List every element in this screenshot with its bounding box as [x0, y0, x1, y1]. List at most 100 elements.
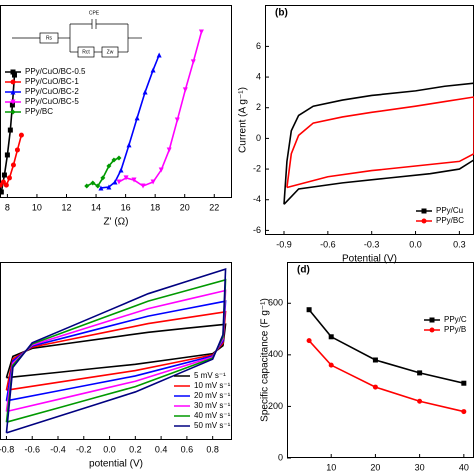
x-axis-title: Potential (V)	[342, 254, 397, 265]
plot-frame	[0, 262, 232, 440]
series-line	[308, 340, 465, 413]
plot-frame	[287, 262, 474, 458]
marker	[7, 127, 13, 133]
y-tick-label: -2	[253, 163, 261, 173]
marker	[118, 167, 124, 173]
y-tick-label: 400	[268, 349, 283, 359]
legend-label: 30 mV s⁻¹	[194, 401, 231, 410]
legend-label: 40 mV s⁻¹	[194, 411, 231, 420]
x-tick-label: 14	[91, 202, 101, 212]
marker	[421, 208, 427, 214]
marker	[131, 177, 137, 183]
series-line	[5, 310, 227, 391]
marker	[174, 117, 180, 123]
x-tick-label: 0.0	[103, 444, 116, 454]
marker	[134, 115, 140, 121]
marker	[3, 182, 9, 188]
marker	[84, 183, 90, 189]
legend: PPy/CuO/BC-0.5PPy/CuO/BC-1PPy/CuO/BC-2PP…	[5, 67, 86, 116]
marker	[10, 162, 16, 168]
legend-label: 10 mV s⁻¹	[194, 381, 231, 390]
marker	[190, 59, 196, 65]
y-tick-label: -4	[253, 194, 261, 204]
x-tick-label: 0.3	[453, 239, 466, 249]
x-tick-label: 8	[5, 202, 10, 212]
panel-label: (d)	[297, 265, 310, 276]
marker	[10, 99, 16, 105]
marker	[142, 89, 148, 95]
marker	[100, 175, 106, 181]
legend-label: PPy/CuO/BC-0.5	[25, 67, 86, 76]
legend-label: PPy/CuO/BC-5	[25, 97, 79, 106]
y-tick-label: -6	[253, 225, 261, 235]
marker	[10, 89, 16, 95]
marker	[306, 338, 312, 344]
marker	[14, 147, 20, 153]
marker	[123, 175, 129, 181]
marker	[421, 218, 427, 224]
marker	[112, 179, 118, 185]
series-line	[5, 278, 227, 423]
plot-area	[306, 307, 467, 415]
inset-label: CPE	[89, 10, 100, 16]
marker	[150, 179, 156, 185]
y-tick-label: 0	[256, 133, 261, 143]
y-tick-label: 6	[256, 41, 261, 51]
x-tick-label: 0.4	[155, 444, 168, 454]
x-tick-label: 22	[209, 202, 219, 212]
marker	[90, 180, 96, 186]
series-line	[308, 309, 465, 384]
marker	[9, 102, 15, 108]
series-line	[5, 289, 227, 413]
marker	[328, 334, 334, 340]
series-line	[100, 54, 160, 189]
legend-label: PPy/B	[444, 325, 466, 334]
marker	[126, 142, 132, 148]
marker	[10, 109, 16, 115]
series-line	[286, 96, 474, 189]
marker	[158, 167, 164, 173]
y-tick-label: 0	[278, 452, 283, 462]
marker	[156, 52, 162, 58]
x-tick-label: -0.9	[276, 239, 292, 249]
marker	[111, 157, 117, 163]
marker	[0, 179, 6, 185]
marker	[182, 87, 188, 93]
marker	[1, 172, 7, 178]
marker	[106, 163, 112, 169]
series-line	[5, 323, 227, 379]
inset-label: Rs	[46, 35, 53, 41]
marker	[166, 147, 172, 153]
marker	[429, 327, 435, 333]
marker	[10, 69, 16, 75]
marker	[372, 357, 378, 363]
plot-area	[5, 268, 227, 434]
x-tick-label: 0.8	[206, 444, 219, 454]
legend-label: PPy/C	[444, 315, 467, 324]
marker	[417, 370, 423, 376]
marker	[11, 72, 17, 78]
x-tick-label: 12	[61, 202, 71, 212]
legend-label: PPy/Cu	[436, 206, 463, 215]
y-tick-label: 200	[268, 401, 283, 411]
legend-label: 50 mV s⁻¹	[194, 421, 231, 430]
marker	[429, 317, 435, 323]
panel-label: (b)	[275, 8, 288, 19]
marker	[116, 155, 122, 161]
plot-frame	[0, 5, 232, 198]
marker	[0, 189, 4, 195]
marker	[6, 175, 12, 181]
inset-label: Zw	[107, 49, 114, 55]
x-tick-label: 18	[150, 202, 160, 212]
marker	[150, 67, 156, 73]
marker	[306, 307, 312, 313]
x-tick-label: 0.6	[181, 444, 194, 454]
x-tick-label: -0.4	[50, 444, 66, 454]
marker	[116, 179, 122, 185]
x-tick-label: 16	[121, 202, 131, 212]
legend: 5 mV s⁻¹10 mV s⁻¹20 mV s⁻¹30 mV s⁻¹40 mV…	[174, 371, 231, 430]
x-tick-label: -0.3	[364, 239, 380, 249]
marker	[140, 183, 146, 189]
